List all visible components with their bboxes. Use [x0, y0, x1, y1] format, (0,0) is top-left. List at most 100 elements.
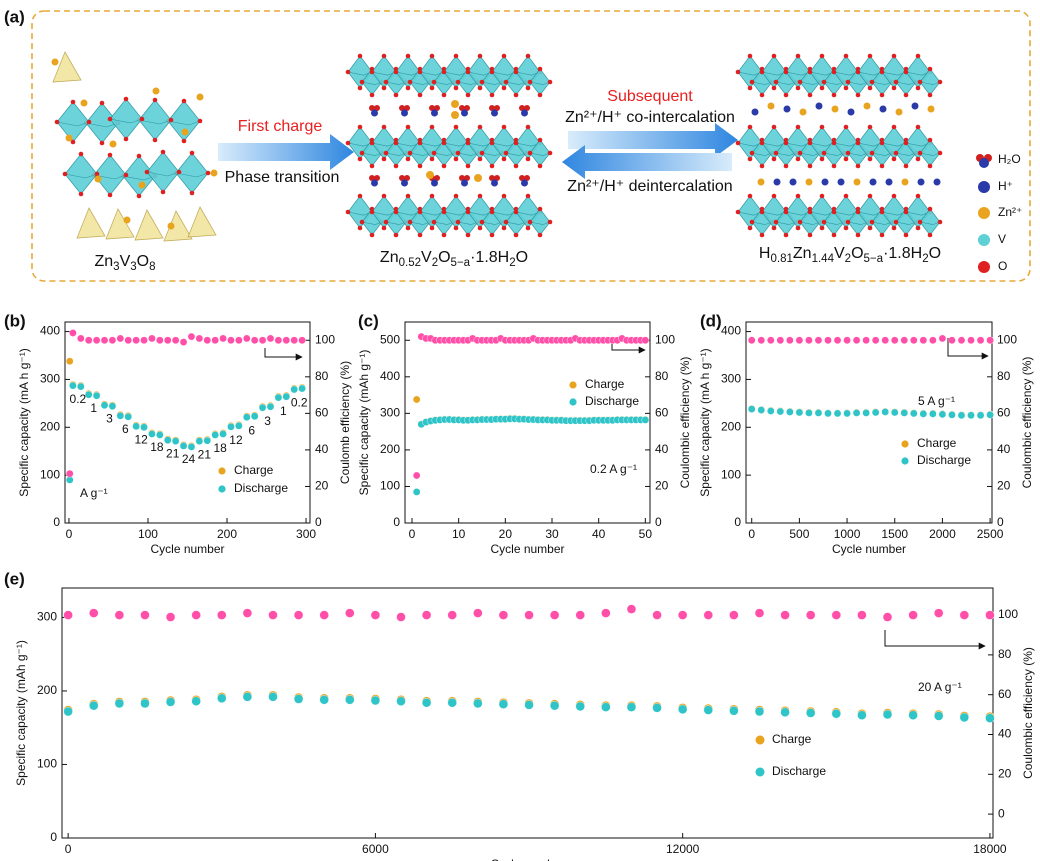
ion: [210, 169, 218, 177]
data-point: [524, 700, 534, 710]
oxygen: [465, 92, 471, 98]
oxygen: [937, 219, 943, 225]
rate-label: 6: [248, 423, 255, 437]
oxygen: [797, 219, 803, 225]
oxygen: [429, 225, 435, 231]
y2-axis-label: Coulombic efficiency (%): [1020, 357, 1034, 489]
data-point: [179, 338, 188, 346]
oxygen: [489, 232, 495, 238]
data-point: [626, 702, 637, 712]
panel-label: (d): [700, 311, 722, 330]
oxygen: [869, 150, 875, 156]
oxygen: [915, 85, 921, 91]
y2-tick-label: 20: [315, 479, 329, 493]
oxygen: [383, 79, 389, 85]
oxygen: [357, 85, 363, 91]
data-point: [179, 442, 188, 450]
oxygen: [479, 219, 485, 225]
oxygen: [547, 150, 553, 156]
oxygen: [879, 92, 885, 98]
legend-marker: [755, 767, 765, 777]
oxygen: [431, 79, 437, 85]
data-point: [729, 706, 739, 716]
data-point: [116, 411, 125, 420]
axis-arrow: [947, 338, 989, 360]
data-point: [908, 710, 918, 720]
data-point: [268, 610, 278, 620]
data-point: [805, 708, 816, 718]
oxygen: [453, 124, 459, 130]
rate-label: 21: [166, 446, 180, 460]
oxygen: [783, 232, 789, 238]
octahedron-edge: [919, 81, 941, 85]
oxygen: [867, 156, 873, 162]
oxygen: [417, 92, 423, 98]
ion: [885, 178, 893, 186]
plot-frame: [404, 321, 651, 524]
oxygen: [429, 124, 435, 130]
data-point: [929, 336, 937, 345]
annotation: 20 A g⁻¹: [918, 680, 962, 694]
oxygen: [537, 66, 543, 72]
oxygen: [381, 124, 387, 130]
y2-tick-label: 0: [315, 515, 322, 529]
oxygen: [537, 232, 543, 238]
oxygen: [893, 150, 899, 156]
tetrahedron: [76, 207, 106, 239]
data-point: [814, 336, 823, 345]
y2-tick-label: 80: [998, 647, 1012, 661]
data-point: [293, 694, 304, 704]
data-point: [89, 700, 99, 711]
oxygen: [99, 100, 105, 106]
y-tick-label: 200: [721, 419, 741, 433]
oxygen: [759, 92, 765, 98]
oxygen: [123, 136, 129, 142]
oxygen: [417, 140, 423, 146]
data-point: [703, 705, 713, 715]
data-point: [227, 423, 235, 431]
oxygen: [843, 53, 849, 59]
data-point: [100, 401, 109, 410]
ion: [789, 178, 797, 186]
oxygen: [771, 53, 777, 59]
data-point: [447, 698, 457, 708]
data-point: [601, 608, 611, 618]
data-point: [908, 610, 918, 620]
x-tick-label: 10: [452, 527, 466, 541]
data-point: [242, 334, 251, 343]
oxygen: [855, 69, 861, 75]
oxygen: [527, 150, 533, 156]
plot-frame: [61, 587, 994, 839]
panel-frame: [31, 10, 1031, 282]
oxygen: [407, 219, 413, 225]
ion: [459, 105, 465, 111]
legend-label: H⁺: [998, 179, 1013, 193]
ion: [94, 175, 102, 183]
oxygen: [78, 151, 84, 157]
oxygen: [915, 156, 921, 162]
oxygen: [547, 79, 553, 85]
ion: [138, 181, 146, 189]
ion: [821, 178, 829, 186]
data-point: [957, 411, 966, 420]
oxygen: [821, 79, 827, 85]
legend-label: Discharge: [772, 764, 826, 778]
oxygen: [393, 163, 399, 169]
oxygen: [455, 150, 461, 156]
y2-axis-label: Coulomb efficiency (%): [338, 361, 352, 484]
oxygen: [747, 85, 753, 91]
oxygen: [807, 69, 813, 75]
octahedron-edge: [529, 221, 551, 225]
ion: [491, 109, 498, 117]
ion: [895, 108, 903, 116]
oxygen: [855, 92, 861, 98]
data-point: [250, 412, 259, 421]
data-point: [266, 334, 275, 343]
oxygen: [189, 190, 195, 196]
charts: (b)0 100 200 3000100200300400020406080100Cy…: [4, 311, 1035, 861]
legend-marker: [901, 457, 909, 465]
panel-label: (c): [358, 311, 379, 330]
y-tick-label: 100: [40, 467, 60, 481]
rate-label: 6: [122, 422, 129, 436]
data-point: [900, 409, 909, 417]
